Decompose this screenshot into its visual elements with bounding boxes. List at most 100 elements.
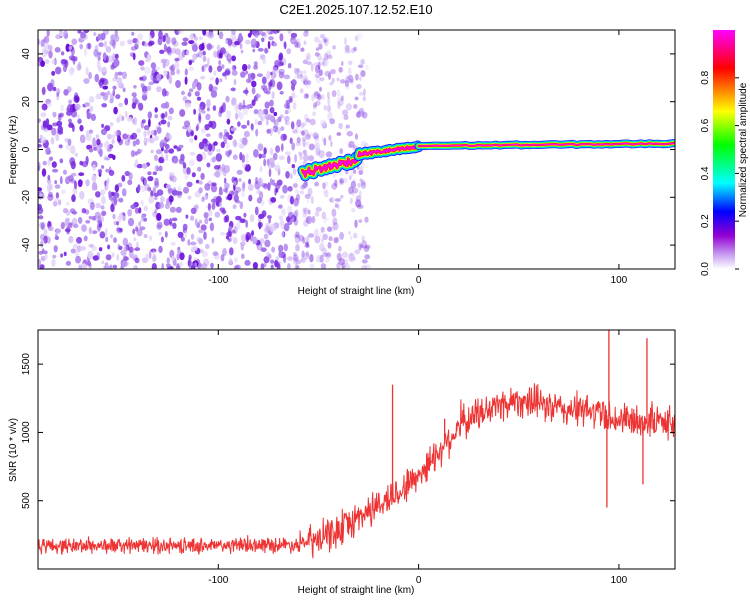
spectrogram-blob	[328, 236, 333, 242]
spectrogram-blob	[312, 132, 319, 139]
spectrogram-blob	[74, 248, 80, 258]
spectrogram-blob	[223, 165, 230, 173]
spectrogram-blob	[248, 178, 252, 185]
spectrogram-blob	[55, 228, 62, 235]
spectrogram-blob	[93, 32, 97, 37]
spectrogram-blob	[303, 93, 309, 99]
spectrogram-blob	[190, 130, 194, 137]
snr-ytick-label: 500	[21, 492, 32, 509]
spectrogram-blob	[46, 30, 50, 37]
spectrogram-blob	[282, 184, 288, 194]
spectrogram-blob	[200, 75, 206, 80]
spectrogram-blob	[84, 102, 90, 107]
spectrogram-blob	[245, 39, 251, 45]
spectrogram-blob	[51, 70, 56, 76]
spectrogram-blob	[111, 252, 115, 258]
spectrogram-blob	[314, 228, 319, 238]
spectrogram-blob	[221, 210, 227, 214]
spectrogram-blob	[222, 248, 227, 257]
spectrogram-blob	[50, 136, 55, 145]
spectrogram-blob	[163, 218, 170, 226]
spectrogram-blob	[352, 145, 357, 150]
spectrogram-blob	[302, 59, 308, 65]
spectrogram-blob	[68, 45, 73, 50]
spectrogram-blob	[160, 236, 164, 243]
spectrogram-blob	[59, 30, 64, 37]
spectrogram-blob	[174, 57, 180, 62]
spectrogram-blob	[208, 120, 213, 128]
spectrogram-blob	[120, 249, 127, 256]
spectrogram-blob	[52, 254, 57, 259]
spectrogram-blob	[138, 221, 142, 227]
spectrogram-blob	[134, 247, 141, 252]
spectrogram-blob	[233, 65, 237, 70]
spectrogram-blob	[177, 231, 184, 239]
spectrogram-blob	[148, 118, 151, 128]
spectrogram-blob	[326, 252, 331, 257]
spectrogram-blob	[189, 151, 196, 156]
spectrogram-blob	[203, 212, 209, 219]
spectrogram-blob	[188, 88, 194, 93]
spectrogram-blob	[206, 162, 211, 168]
spectrogram-blob	[221, 64, 225, 69]
spectrogram-blob	[137, 184, 141, 192]
spectrogram-blob	[243, 212, 247, 218]
spectrogram-blob	[158, 245, 163, 253]
spectrogram-blob	[356, 83, 362, 90]
spectrogram-blob	[258, 213, 265, 219]
spectrogram-blob	[163, 70, 168, 77]
spectrogram-blob	[248, 194, 253, 202]
spectrogram-blob	[350, 169, 354, 177]
spectrogram-blob	[293, 252, 297, 261]
spectrogram-blob	[278, 155, 285, 161]
spectrogram-blob	[132, 140, 137, 147]
spectrogram-blob	[147, 186, 151, 192]
spectrogram-blob	[184, 173, 189, 180]
spectrogram-blob	[337, 101, 341, 110]
spectrogram-blob	[257, 221, 263, 228]
spectrogram-blob	[68, 118, 72, 124]
spectrogram-blob	[295, 244, 300, 252]
spectrogram-blob	[328, 135, 332, 141]
spectrogram-blob	[292, 102, 297, 110]
spectrogram-blob	[122, 133, 128, 140]
snr-xlabel: Height of straight line (km)	[298, 585, 415, 596]
spectrogram-blob	[263, 158, 267, 167]
spectrogram-blob	[152, 211, 157, 218]
spectrogram-blob	[286, 120, 290, 126]
spectrogram-blob	[54, 47, 61, 53]
spectrogram-blob	[312, 111, 317, 116]
spectrogram-blob	[274, 259, 279, 268]
spectrogram-blob	[148, 81, 154, 86]
spectrogram-blob	[245, 70, 249, 75]
spectrogram-blob	[319, 86, 322, 92]
spectrogram-blob	[257, 218, 262, 223]
spectrogram-blob	[207, 202, 211, 212]
spectrogram-blob	[92, 230, 98, 235]
spectrogram-blob	[149, 235, 152, 241]
spectrogram-blob	[262, 109, 266, 114]
spectrogram-blob	[360, 140, 367, 147]
spectrogram-blob	[227, 238, 232, 243]
spectrogram-blob	[99, 231, 106, 239]
spectrogram-blob	[286, 103, 290, 110]
spectrogram-blob	[314, 64, 321, 74]
spectrogram-blob	[275, 188, 279, 193]
spectrogram-blob	[83, 235, 88, 242]
colorbar-tick-label: 0.8	[700, 70, 711, 84]
spectrogram-blob	[38, 250, 43, 255]
spectrogram-blob	[57, 125, 63, 134]
spectrogram-blob	[157, 37, 163, 46]
spectrogram-blob	[85, 67, 89, 76]
spectrogram-blob	[159, 49, 165, 54]
spectrogram-blob	[77, 179, 83, 188]
spectrogram-blob	[158, 30, 163, 40]
spectrogram-blob	[114, 71, 118, 80]
spectrogram-blob	[65, 144, 70, 151]
spectrogram-blob	[104, 262, 109, 268]
spectrogram-blob	[182, 37, 189, 42]
spectrogram-blob	[68, 235, 74, 244]
spectrogram-blob	[201, 196, 205, 202]
snr-panel: -100 0 100 500 1000 1500 Height of straight l…	[8, 329, 676, 596]
spectrogram-blob	[198, 219, 203, 224]
